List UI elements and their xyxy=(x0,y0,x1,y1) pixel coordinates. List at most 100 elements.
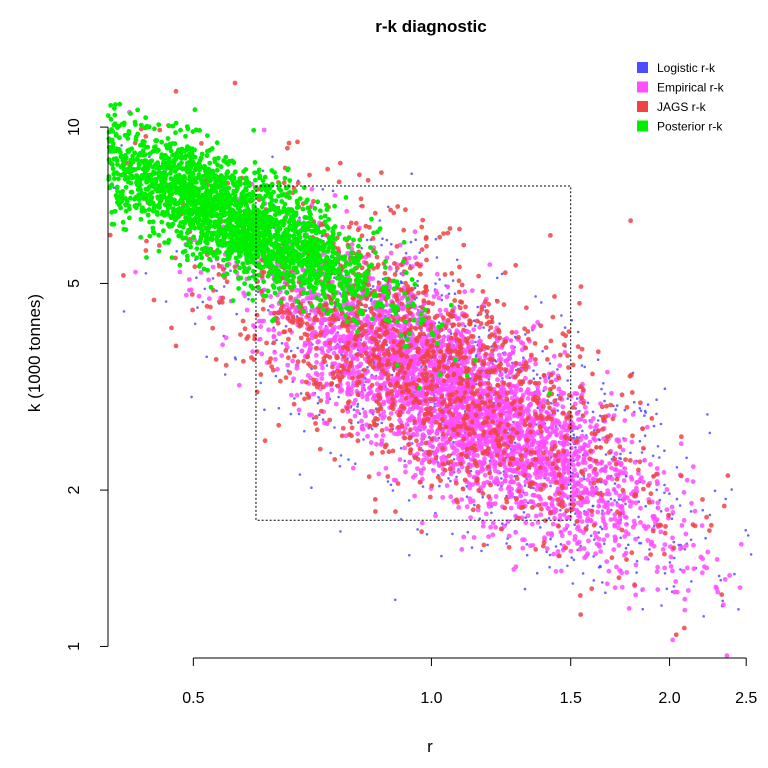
data-point xyxy=(592,579,596,582)
data-point xyxy=(504,374,510,379)
data-point xyxy=(580,460,586,465)
data-point xyxy=(670,535,675,541)
data-point xyxy=(447,292,451,296)
data-point xyxy=(459,360,464,365)
data-point xyxy=(311,417,315,420)
data-point xyxy=(514,449,519,455)
data-point xyxy=(572,425,578,431)
data-point xyxy=(486,504,492,509)
data-point xyxy=(535,571,539,575)
data-point xyxy=(481,480,487,486)
data-point xyxy=(483,511,489,517)
data-point xyxy=(578,477,584,482)
data-point xyxy=(644,424,650,430)
data-point xyxy=(421,298,427,304)
data-point xyxy=(588,518,594,524)
data-point xyxy=(622,418,628,423)
data-point xyxy=(390,373,394,377)
data-point xyxy=(654,569,660,574)
data-point xyxy=(440,315,446,320)
data-point xyxy=(445,284,451,290)
data-point xyxy=(298,473,302,476)
data-point xyxy=(522,408,528,414)
data-point xyxy=(340,408,346,414)
data-point xyxy=(465,495,469,499)
data-point xyxy=(681,490,687,495)
data-point xyxy=(572,537,578,542)
data-point xyxy=(348,333,354,339)
data-point xyxy=(721,599,724,603)
data-point xyxy=(354,462,357,466)
data-point xyxy=(607,461,612,466)
data-point xyxy=(495,298,500,304)
data-point xyxy=(518,493,524,499)
data-point xyxy=(279,353,285,358)
data-point xyxy=(298,216,301,219)
data-point xyxy=(454,440,459,446)
data-point xyxy=(256,318,262,324)
data-point xyxy=(508,479,513,485)
data-point xyxy=(671,545,677,551)
data-point xyxy=(599,564,602,568)
data-point xyxy=(344,208,350,214)
data-point xyxy=(572,482,578,487)
data-point xyxy=(634,485,639,491)
data-point xyxy=(585,516,591,521)
data-point xyxy=(508,338,514,343)
data-point xyxy=(570,478,576,484)
data-point xyxy=(271,333,277,339)
data-point xyxy=(519,340,524,345)
data-point xyxy=(663,491,666,495)
data-point xyxy=(415,405,421,411)
data-point xyxy=(605,369,610,375)
data-point xyxy=(554,545,558,548)
data-point xyxy=(608,517,614,522)
data-point xyxy=(593,551,598,557)
data-point xyxy=(541,349,544,353)
data-point xyxy=(631,518,637,524)
data-point xyxy=(498,322,501,325)
data-point xyxy=(531,323,537,329)
data-point xyxy=(603,464,609,470)
data-point xyxy=(682,596,688,602)
data-point xyxy=(133,269,138,275)
data-point xyxy=(641,479,646,485)
data-point xyxy=(156,243,162,248)
data-point xyxy=(579,483,584,489)
data-point xyxy=(390,357,395,362)
data-point xyxy=(501,302,507,307)
data-point xyxy=(418,251,422,254)
data-point xyxy=(724,653,730,658)
data-point xyxy=(272,349,278,355)
data-point xyxy=(527,422,533,428)
data-point xyxy=(664,507,670,513)
data-point xyxy=(236,382,242,388)
data-point xyxy=(544,416,550,422)
data-point xyxy=(529,352,534,358)
data-point xyxy=(638,505,643,511)
data-point xyxy=(604,581,610,587)
data-point xyxy=(421,457,426,463)
data-point xyxy=(358,196,364,202)
data-point xyxy=(361,407,365,411)
data-point xyxy=(382,380,388,386)
data-point xyxy=(557,517,563,522)
data-point xyxy=(685,456,688,460)
data-point xyxy=(313,352,319,358)
data-point xyxy=(291,353,297,359)
data-point xyxy=(440,298,444,302)
data-point xyxy=(233,356,237,359)
data-point xyxy=(412,493,417,499)
data-point xyxy=(330,371,336,376)
data-point xyxy=(440,554,443,558)
data-point xyxy=(544,460,549,465)
data-point xyxy=(283,348,289,353)
data-point xyxy=(490,345,494,348)
data-point xyxy=(479,411,484,417)
data-point xyxy=(587,439,593,445)
data-point xyxy=(451,532,454,536)
data-point xyxy=(437,307,443,313)
data-point xyxy=(609,501,615,507)
data-point xyxy=(386,480,390,483)
data-point xyxy=(699,570,705,576)
